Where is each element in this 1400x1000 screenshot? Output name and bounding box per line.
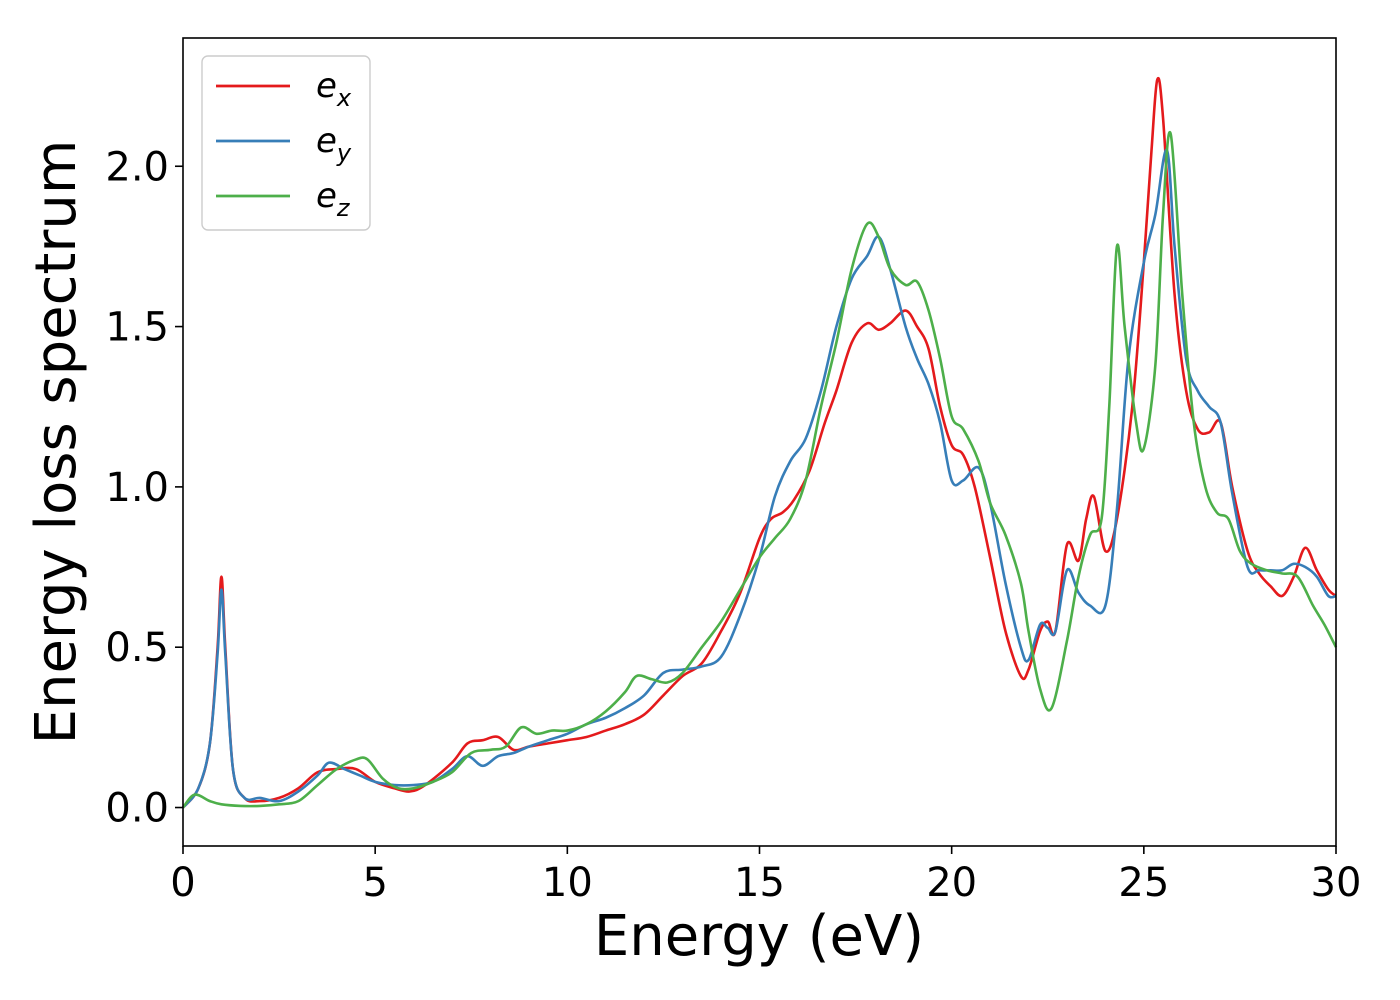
x-tick-label: 30 xyxy=(1311,860,1362,906)
x-tick-label: 25 xyxy=(1118,860,1169,906)
y-axis-ticks: 0.0 0.5 1.0 1.5 2.0 xyxy=(105,144,183,832)
y-tick-label: 0.5 xyxy=(105,625,169,671)
x-tick-label: 5 xyxy=(362,860,387,906)
x-tick-label: 15 xyxy=(734,860,785,906)
y-tick-label: 1.5 xyxy=(105,305,169,351)
legend-box xyxy=(201,55,371,231)
x-axis-ticks: 0 5 10 15 20 25 30 xyxy=(170,846,1361,906)
x-tick-label: 20 xyxy=(926,860,977,906)
plot-background xyxy=(183,38,1336,846)
x-axis-title: Energy (eV) xyxy=(594,904,924,969)
x-tick-label: 10 xyxy=(542,860,593,906)
y-axis-title: Energy loss spectrum xyxy=(24,140,89,745)
series-line-ey xyxy=(181,148,1337,809)
x-tick-label: 0 xyxy=(170,860,195,906)
series-layer xyxy=(181,77,1338,809)
y-tick-label: 2.0 xyxy=(105,144,169,190)
series-line-ez xyxy=(181,130,1338,809)
y-tick-label: 0.0 xyxy=(105,786,169,832)
y-tick-label: 1.0 xyxy=(105,465,169,511)
